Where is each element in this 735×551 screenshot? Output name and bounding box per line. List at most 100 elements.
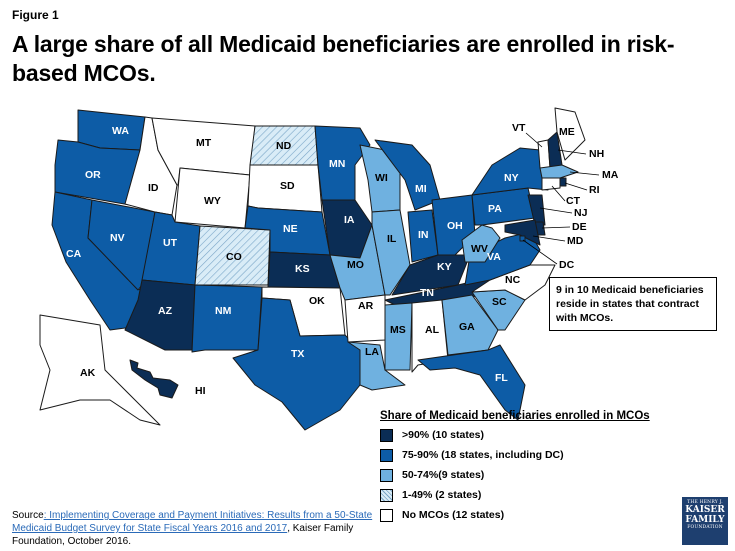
legend-swatch-over90 <box>380 428 393 442</box>
label-WA: WA <box>112 125 129 137</box>
callout-box: 9 in 10 Medicaid beneficiaries reside in… <box>549 277 717 331</box>
label-GA: GA <box>459 321 475 333</box>
state-GA <box>441 294 499 356</box>
state-RI <box>559 177 567 187</box>
source-suffix: , Kaiser Family Foundation, October 2016… <box>12 523 354 547</box>
label-CT: CT <box>566 195 581 207</box>
legend-label-75-90: 75-90% (18 states, including DC) <box>402 449 564 461</box>
label-OR: OR <box>85 169 101 181</box>
label-AK: AK <box>80 367 96 379</box>
label-ND: ND <box>276 140 292 152</box>
label-WI: WI <box>375 172 388 184</box>
label-MN: MN <box>329 158 345 170</box>
state-LA <box>347 341 406 391</box>
state-MS <box>384 302 413 371</box>
label-DC: DC <box>559 259 575 271</box>
state-NC <box>471 264 556 301</box>
label-PA: PA <box>488 203 502 215</box>
label-ID: ID <box>148 182 159 194</box>
label-NC: NC <box>505 274 521 286</box>
label-SD: SD <box>280 180 295 192</box>
legend-label-1-49: 1-49% (2 states) <box>402 489 482 501</box>
logo-line1: THE HENRY J. <box>687 500 723 505</box>
label-IL: IL <box>387 233 397 245</box>
label-CA: CA <box>66 248 82 260</box>
label-OK: OK <box>309 295 325 307</box>
logo-line2: KAISER <box>685 505 725 515</box>
label-VT: VT <box>512 122 526 134</box>
source-note: Source: Implementing Coverage and Paymen… <box>12 509 382 548</box>
label-IN: IN <box>418 229 429 241</box>
legend-label-over90: >90% (10 states) <box>402 429 485 441</box>
legend-item-over90: >90% (10 states) <box>380 425 670 445</box>
state-MD <box>504 219 541 246</box>
label-DE: DE <box>572 221 587 233</box>
legend-swatch-50-74 <box>380 468 393 482</box>
label-CO: CO <box>226 251 242 263</box>
label-SC: SC <box>492 296 507 308</box>
state-ME <box>554 107 586 161</box>
legend-item-none: No MCOs (12 states) <box>380 505 670 525</box>
label-NV: NV <box>110 232 125 244</box>
source-link[interactable]: : Implementing Coverage and Payment Init… <box>12 510 373 534</box>
state-FL <box>417 344 526 421</box>
label-NJ: NJ <box>574 207 588 219</box>
figure-label: Figure 1 <box>12 8 59 22</box>
state-NM <box>191 284 263 353</box>
label-WY: WY <box>204 195 221 207</box>
legend-label-50-74: 50-74%(9 states) <box>402 469 485 481</box>
legend-swatch-75-90 <box>380 448 393 462</box>
state-VA <box>464 231 541 286</box>
leader-lines <box>522 132 600 265</box>
label-NE: NE <box>283 223 298 235</box>
chart-title: A large share of all Medicaid beneficiar… <box>12 31 675 86</box>
label-MS: MS <box>390 324 406 336</box>
label-AR: AR <box>358 300 374 312</box>
label-VA: VA <box>487 251 501 263</box>
label-UT: UT <box>163 237 178 249</box>
label-NH: NH <box>589 148 604 160</box>
state-MN <box>314 125 371 201</box>
label-MA: MA <box>602 169 619 181</box>
kff-logo: THE HENRY J. KAISER FAMILY FOUNDATION <box>682 497 728 545</box>
state-HI <box>129 359 179 399</box>
label-MD: MD <box>567 235 584 247</box>
label-MT: MT <box>196 137 212 149</box>
legend: Share of Medicaid beneficiaries enrolled… <box>380 410 670 525</box>
legend-swatch-1-49 <box>380 488 393 502</box>
legend-swatch-none <box>380 508 393 522</box>
label-KS: KS <box>295 263 310 275</box>
state-MA <box>539 164 579 179</box>
legend-item-50-74: 50-74%(9 states) <box>380 465 670 485</box>
label-LA: LA <box>365 346 379 358</box>
label-HI: HI <box>195 385 206 397</box>
state-DC <box>519 235 526 242</box>
legend-title: Share of Medicaid beneficiaries enrolled… <box>380 410 650 422</box>
label-IA: IA <box>344 214 355 226</box>
label-FL: FL <box>495 372 508 384</box>
state-IL <box>371 209 411 296</box>
logo-line4: FOUNDATION <box>687 525 723 530</box>
legend-item-75-90: 75-90% (18 states, including DC) <box>380 445 670 465</box>
label-MO: MO <box>347 259 364 271</box>
source-prefix: Source <box>12 510 44 521</box>
label-TX: TX <box>291 348 304 360</box>
label-ME: ME <box>559 126 575 138</box>
state-TX <box>232 297 361 431</box>
label-RI: RI <box>589 184 600 196</box>
state-AK <box>39 314 161 426</box>
label-KY: KY <box>437 261 452 273</box>
label-AL: AL <box>425 324 440 336</box>
label-WV: WV <box>471 243 488 255</box>
label-MI: MI <box>415 183 427 195</box>
legend-label-none: No MCOs (12 states) <box>402 509 505 521</box>
label-NY: NY <box>504 172 519 184</box>
state-CT <box>541 177 561 191</box>
logo-line3: FAMILY <box>685 515 725 525</box>
label-TN: TN <box>420 287 434 299</box>
label-AZ: AZ <box>158 305 173 317</box>
state-NJ <box>527 194 546 226</box>
label-OH: OH <box>447 220 463 232</box>
legend-item-1-49: 1-49% (2 states) <box>380 485 670 505</box>
